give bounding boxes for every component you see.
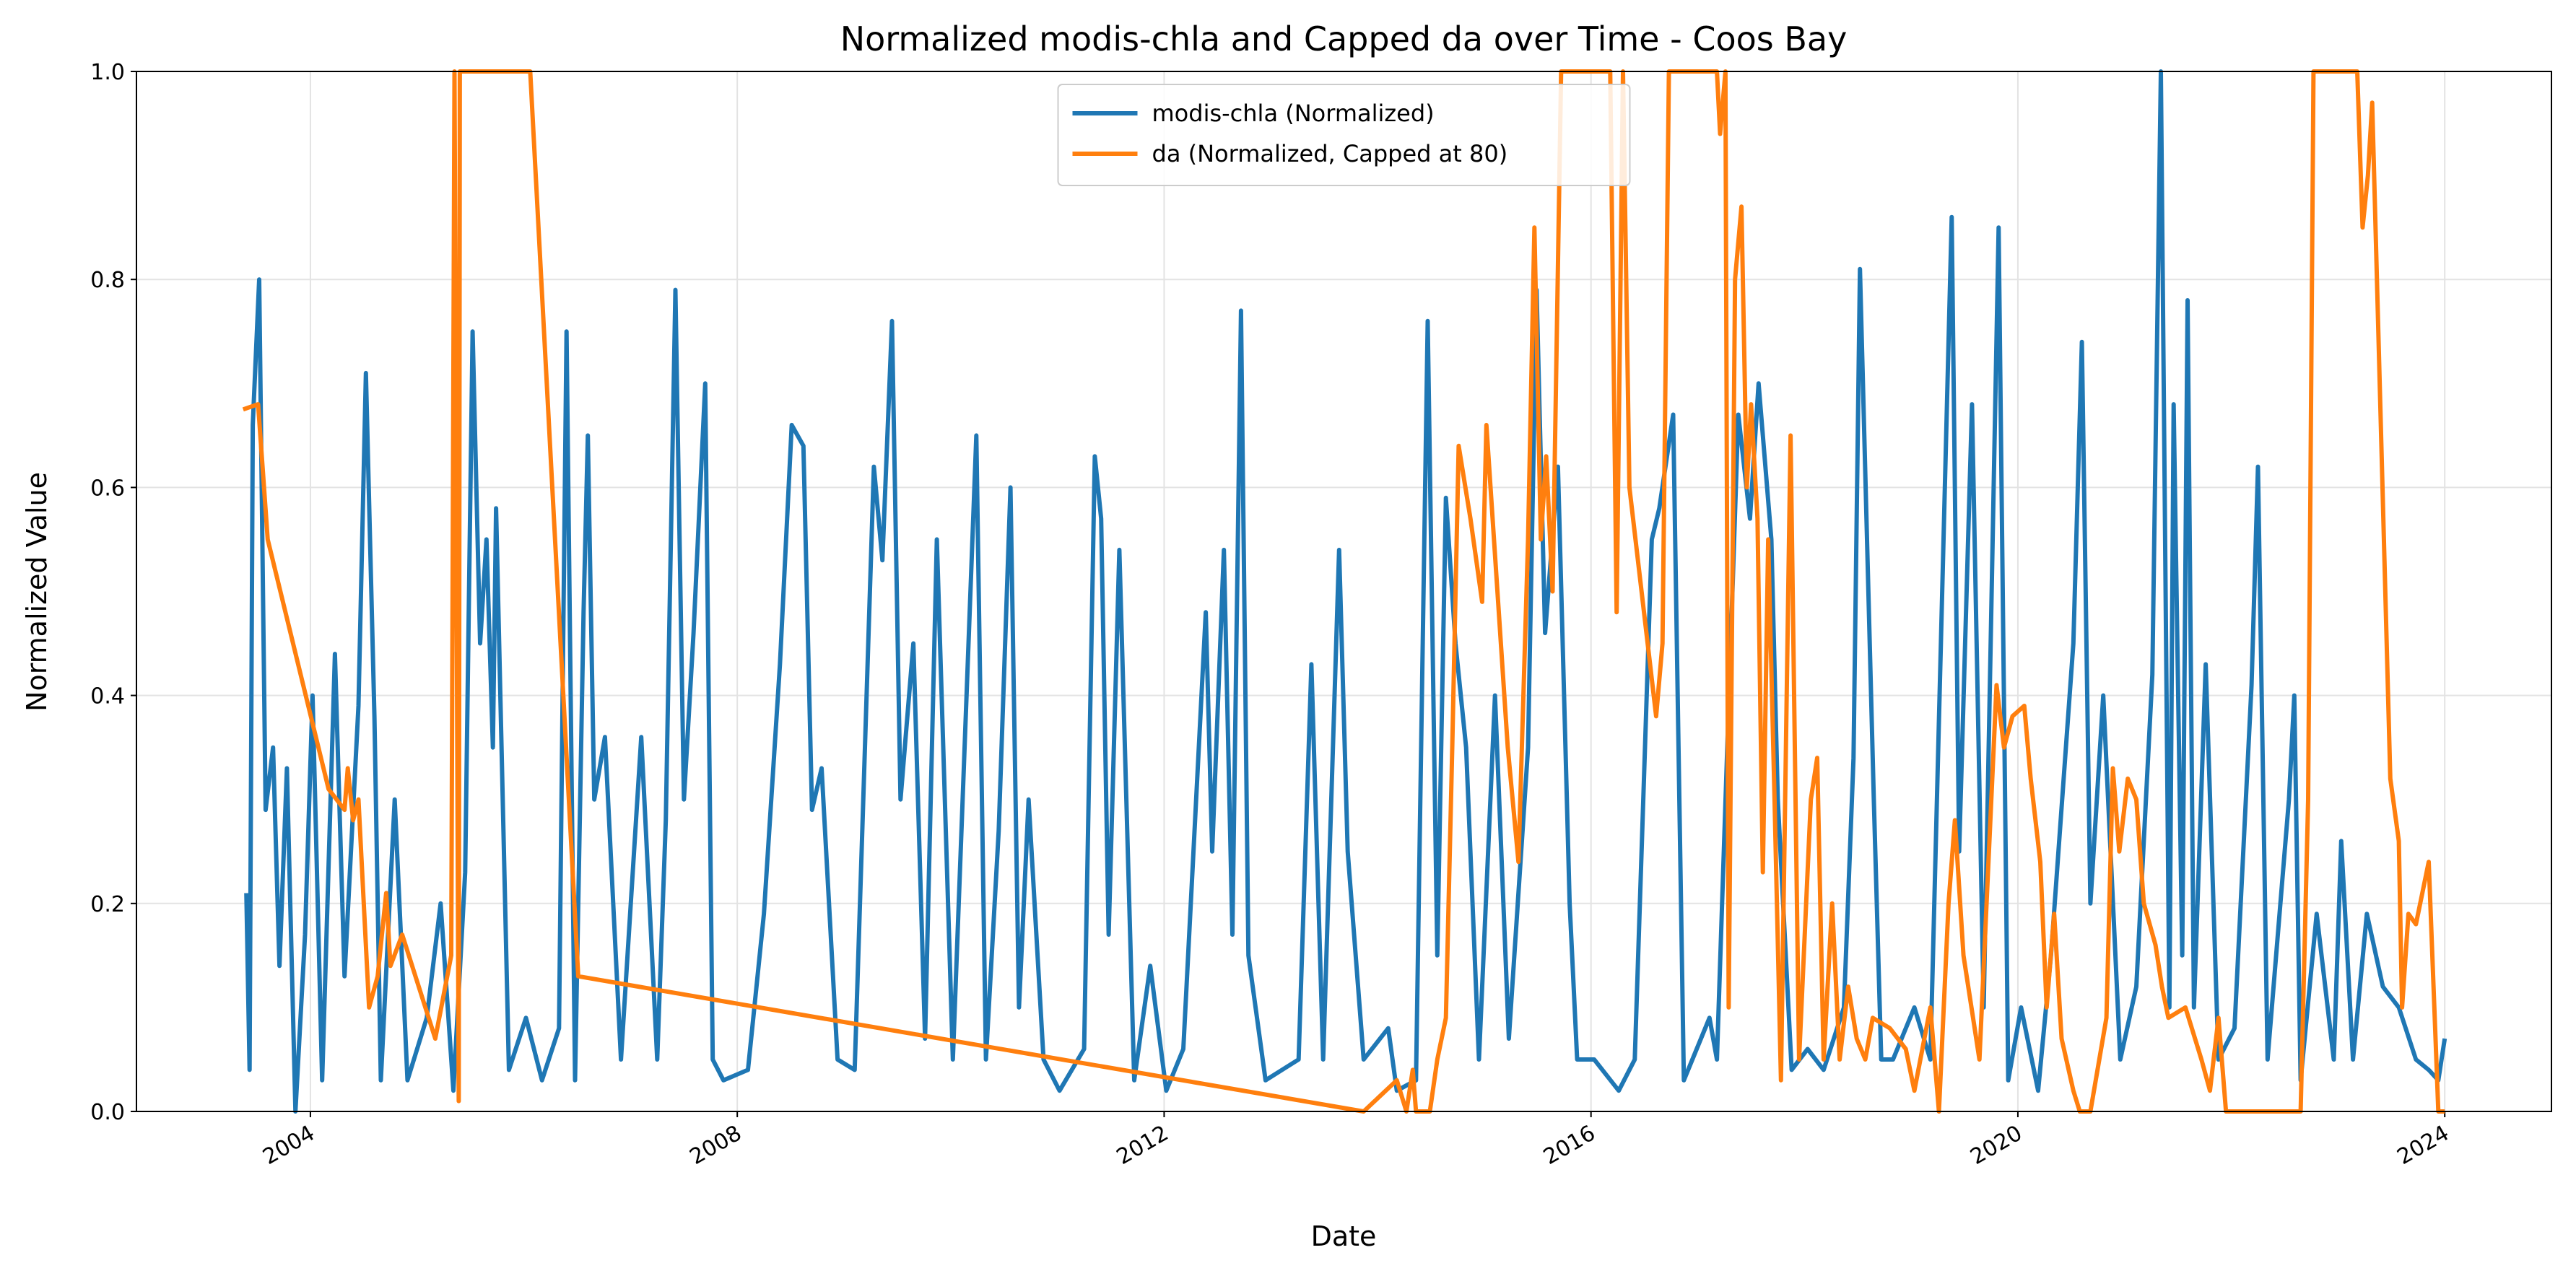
x-tick-label: 2020 — [1966, 1121, 2027, 1170]
y-tick-label: 1.0 — [90, 60, 125, 85]
legend-box — [1057, 84, 1631, 186]
y-tick-label: 0.2 — [90, 892, 125, 917]
legend-label: modis-chla (Normalized) — [1152, 100, 1435, 127]
y-tick-label: 0.4 — [90, 684, 125, 709]
series-line — [242, 69, 2445, 1114]
y-axis-label: Normalized Value — [21, 472, 53, 712]
x-tick-label: 2012 — [1113, 1121, 1173, 1170]
x-tick-label: 2016 — [1539, 1121, 1600, 1170]
y-tick-label: 0.8 — [90, 268, 125, 293]
plot-frame — [136, 71, 2552, 1112]
x-axis-label: Date — [1311, 1220, 1377, 1252]
x-tick-label: 2004 — [258, 1121, 319, 1170]
series-line — [244, 69, 2447, 1114]
x-tick-label: 2024 — [2393, 1121, 2454, 1170]
legend-label: da (Normalized, Capped at 80) — [1152, 140, 1508, 167]
y-tick-label: 0.0 — [90, 1100, 125, 1125]
x-tick-label: 2008 — [686, 1121, 747, 1170]
chart-title: Normalized modis-chla and Capped da over… — [840, 19, 1848, 58]
y-tick-label: 0.6 — [90, 476, 125, 501]
